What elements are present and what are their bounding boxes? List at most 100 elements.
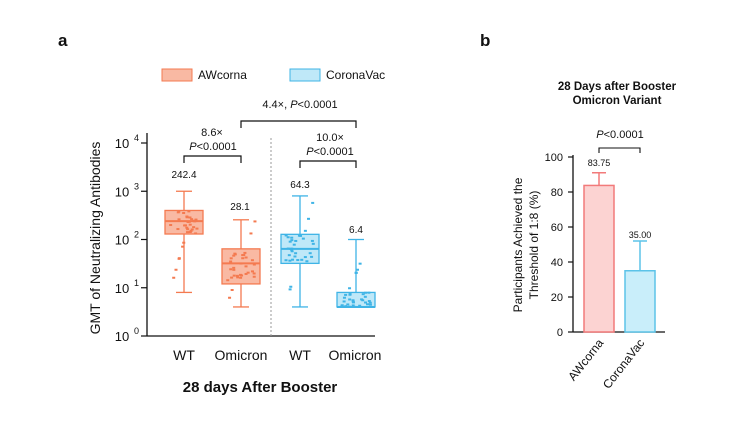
panel-label-b: b [480,31,490,50]
y-tick-label-a: 10 [115,184,129,199]
data-point-coronavac-wt [289,285,293,288]
data-point-awcorna-omicron [253,220,257,223]
data-point-awcorna-wt [195,227,199,230]
data-point-awcorna-wt [177,218,181,221]
data-point-coronavac-wt [294,252,298,255]
data-point-coronavac-omicron [348,305,352,308]
data-point-coronavac-wt [310,239,314,242]
data-point-coronavac-omicron [346,303,350,306]
data-point-coronavac-wt [288,259,292,262]
y-tick-label-b: 40 [551,257,563,269]
data-point-coronavac-wt [307,217,311,220]
data-point-coronavac-omicron [368,301,372,304]
data-point-coronavac-omicron [342,296,346,299]
y-axis-label-a: GMT of Neutralizing Antibodies [87,142,103,335]
data-point-coronavac-wt [303,256,307,259]
legend-label-awcorna: AWcorna [198,68,247,82]
data-point-coronavac-wt [294,239,298,242]
y-tick-label-a: 10 [115,136,129,151]
gmt-label-awcorna-omicron: 28.1 [230,202,250,213]
y-tick-label-b: 60 [551,222,563,234]
data-point-awcorna-wt [182,241,186,244]
y-tick-label-a: 10 [115,281,129,296]
data-point-coronavac-wt [286,236,290,239]
data-point-coronavac-wt [289,247,293,250]
data-point-awcorna-omicron [232,268,236,271]
data-point-coronavac-omicron [360,298,364,301]
data-point-awcorna-omicron [250,259,254,262]
data-point-coronavac-omicron [340,304,344,307]
data-point-awcorna-wt [188,231,192,234]
legend-label-coronavac: CoronaVac [326,68,385,82]
data-point-coronavac-omicron [367,300,371,303]
data-point-coronavac-omicron [351,304,355,307]
panel-a-chart: AWcorna CoronaVac GMT of Neutralizing An… [87,68,385,396]
data-point-awcorna-wt [189,229,193,232]
y-axis-label-b-line1: Participants Achieved the [511,177,525,312]
data-point-awcorna-omicron [241,257,245,260]
data-point-awcorna-wt [183,224,187,227]
x-tick-label-wt-awcorna: WT [173,347,195,363]
data-point-awcorna-wt [185,226,189,229]
legend: AWcorna CoronaVac [161,68,385,82]
data-point-coronavac-wt [299,234,303,237]
data-point-awcorna-omicron [252,275,256,278]
data-point-coronavac-omicron [361,293,365,296]
y-tick-exponent-a: 0 [134,326,139,336]
data-point-awcorna-wt [190,218,194,221]
data-point-coronavac-omicron [363,295,367,298]
fold-label-awcorna: 8.6× [201,127,223,139]
data-point-coronavac-wt [305,260,309,263]
data-point-awcorna-omicron [239,262,243,265]
x-axis-title-a: 28 days After Booster [183,379,338,396]
legend-swatch-coronavac [289,68,321,82]
data-point-coronavac-wt [292,243,296,246]
data-point-awcorna-wt [187,220,191,223]
data-point-awcorna-wt [188,223,192,226]
data-point-coronavac-wt [308,252,312,255]
chart-title-b-line1: 28 Days after Booster [558,81,677,93]
gmt-label-coronavac-wt: 64.3 [290,180,310,191]
data-point-coronavac-omicron [364,291,368,294]
chart-title-b-line2: Omicron Variant [573,95,662,107]
x-tick-label-coronavac: CoronaVac [600,336,647,391]
data-point-coronavac-wt [303,229,307,232]
data-point-awcorna-wt [186,228,190,231]
data-point-awcorna-omicron [232,266,236,269]
data-point-coronavac-wt [284,234,288,237]
data-point-awcorna-omicron [249,232,253,235]
data-point-coronavac-wt [310,255,314,258]
data-point-awcorna-omicron [229,257,233,260]
data-point-coronavac-omicron [358,304,362,307]
data-point-awcorna-wt [176,228,180,231]
data-point-awcorna-wt [194,232,198,235]
data-point-coronavac-wt [301,237,305,240]
data-point-awcorna-omicron [239,273,243,276]
data-point-coronavac-omicron [348,298,352,301]
panel-b-chart: 28 Days after Booster Omicron Variant Pa… [511,81,677,391]
data-point-awcorna-omicron [232,274,236,277]
y-tick-exponent-a: 1 [134,278,139,288]
y-axis-label-b-line2: Threshold of 1:8 (%) [527,191,541,300]
box-awcorna-wt [164,209,204,235]
data-point-awcorna-wt [172,276,176,279]
bracket-top [240,120,357,128]
p-value-b: P<0.0001 [596,129,643,141]
data-point-coronavac-omicron [354,271,358,274]
data-point-awcorna-omicron [229,268,233,271]
bracket-b [598,147,641,153]
data-point-awcorna-omicron [236,276,240,279]
data-point-coronavac-omicron [344,305,348,308]
data-point-coronavac-omicron [342,305,346,308]
panel-label-a: a [58,31,68,50]
p-value-coronavac: P<0.0001 [306,146,353,158]
data-point-coronavac-omicron [358,262,362,265]
data-point-awcorna-omicron [229,260,233,263]
data-point-coronavac-omicron [348,287,352,290]
p-value-top: 4.4×, P<0.0001 [262,99,337,111]
y-tick-exponent-a: 4 [134,133,139,143]
data-point-awcorna-omicron [226,279,230,282]
data-point-coronavac-wt [290,239,294,242]
data-point-awcorna-omicron [243,251,247,254]
bar-coronavac [624,270,656,333]
